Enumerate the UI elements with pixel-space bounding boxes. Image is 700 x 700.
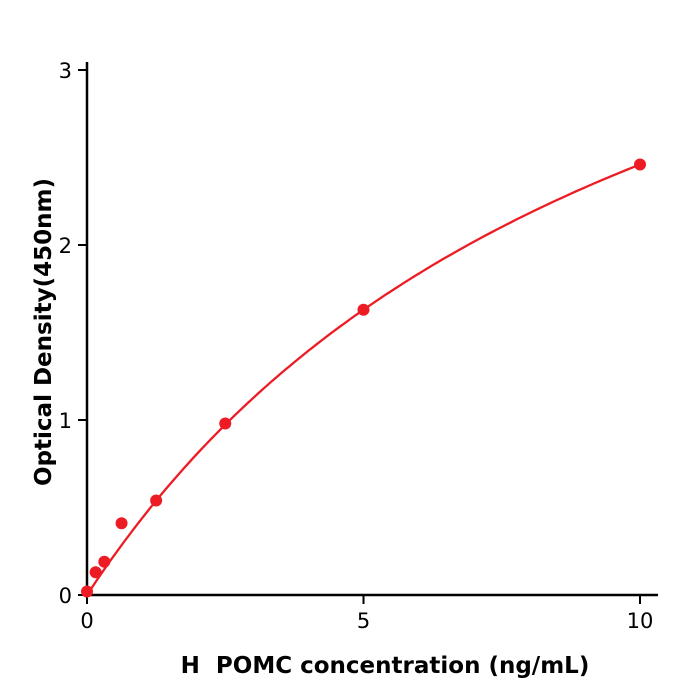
y-tick-label: 1 xyxy=(59,409,72,433)
data-point xyxy=(634,158,646,171)
fit-curve xyxy=(86,163,641,596)
x-tick-label: 5 xyxy=(357,609,370,633)
data-point xyxy=(150,494,163,507)
x-tick-label: 10 xyxy=(627,609,654,633)
y-axis-title: Optical Density(450nm) xyxy=(31,178,57,486)
x-tick-label: 0 xyxy=(80,609,93,633)
y-tick-label: 3 xyxy=(59,59,72,83)
y-tick-label: 2 xyxy=(59,234,72,258)
data-point xyxy=(219,417,232,430)
y-tick-label: 0 xyxy=(59,584,72,608)
data-point xyxy=(81,585,93,598)
data-point xyxy=(89,566,102,579)
x-axis-title: H POMC concentration (ng/mL) xyxy=(180,653,590,679)
data-point xyxy=(357,303,370,316)
data-point xyxy=(115,517,128,530)
data-point xyxy=(98,555,111,568)
